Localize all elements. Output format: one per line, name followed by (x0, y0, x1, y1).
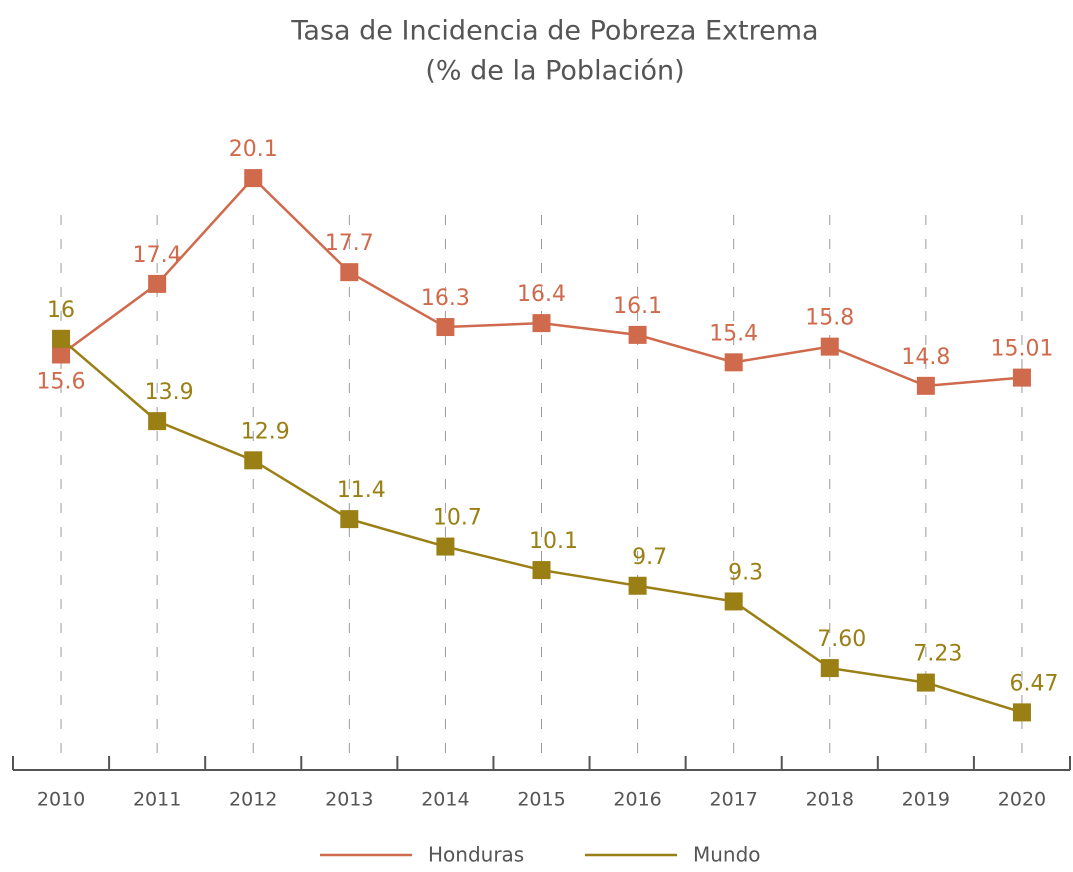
x-tick-label: 2015 (517, 789, 565, 811)
data-point (724, 353, 743, 372)
data-label: 12.9 (241, 419, 290, 444)
data-point (340, 510, 359, 529)
data-point (52, 345, 71, 364)
data-point (916, 673, 935, 692)
data-point (628, 576, 647, 595)
data-label: 15.8 (805, 306, 854, 331)
data-point (340, 263, 359, 282)
data-label: 13.9 (145, 380, 194, 405)
x-tick-label: 2016 (613, 789, 661, 811)
data-label: 10.7 (433, 506, 482, 531)
data-point (148, 412, 167, 431)
data-label: 16.4 (517, 282, 566, 307)
data-point (1012, 703, 1031, 722)
data-point (436, 537, 455, 556)
data-point (724, 592, 743, 611)
data-label: 9.7 (632, 545, 667, 570)
x-tick-label: 2018 (806, 789, 854, 811)
x-tick-label: 2012 (229, 789, 277, 811)
chart-title: Tasa de Incidencia de Pobreza Extrema (290, 16, 818, 47)
data-label: 16.3 (421, 286, 470, 311)
data-label: 15.01 (990, 337, 1053, 362)
data-label: 20.1 (229, 137, 278, 162)
data-label: 6.47 (1009, 671, 1058, 696)
x-tick-label: 2017 (710, 789, 758, 811)
data-label: 11.4 (337, 478, 386, 503)
x-tick-label: 2014 (421, 789, 469, 811)
data-point (916, 376, 935, 395)
data-point (244, 169, 263, 188)
data-label: 9.3 (728, 560, 763, 585)
data-label: 15.4 (709, 321, 758, 346)
data-point (436, 318, 455, 337)
legend-label: Mundo (693, 843, 761, 867)
data-label: 15.6 (37, 369, 86, 394)
data-label: 16.1 (613, 294, 662, 319)
x-tick-label: 2019 (902, 789, 950, 811)
data-point (532, 314, 551, 333)
data-point (628, 325, 647, 344)
chart-subtitle: (% de la Población) (425, 56, 684, 87)
data-point (532, 561, 551, 580)
data-label: 7.60 (817, 627, 866, 652)
data-point (820, 659, 839, 678)
data-label: 17.4 (133, 243, 182, 268)
data-point (148, 274, 167, 293)
data-label: 17.7 (325, 231, 374, 256)
data-point (244, 451, 263, 470)
data-label: 14.8 (901, 345, 950, 370)
data-point (1012, 368, 1031, 387)
x-tick-label: 2013 (325, 789, 373, 811)
data-label: 10.1 (529, 529, 578, 554)
data-point (820, 337, 839, 356)
legend-label: Honduras (428, 843, 524, 867)
data-label: 7.23 (913, 642, 962, 667)
x-tick-label: 2011 (133, 789, 181, 811)
x-tick-label: 2010 (37, 789, 85, 811)
data-point (52, 329, 71, 348)
data-label: 16 (47, 298, 75, 323)
x-tick-label: 2020 (998, 789, 1046, 811)
